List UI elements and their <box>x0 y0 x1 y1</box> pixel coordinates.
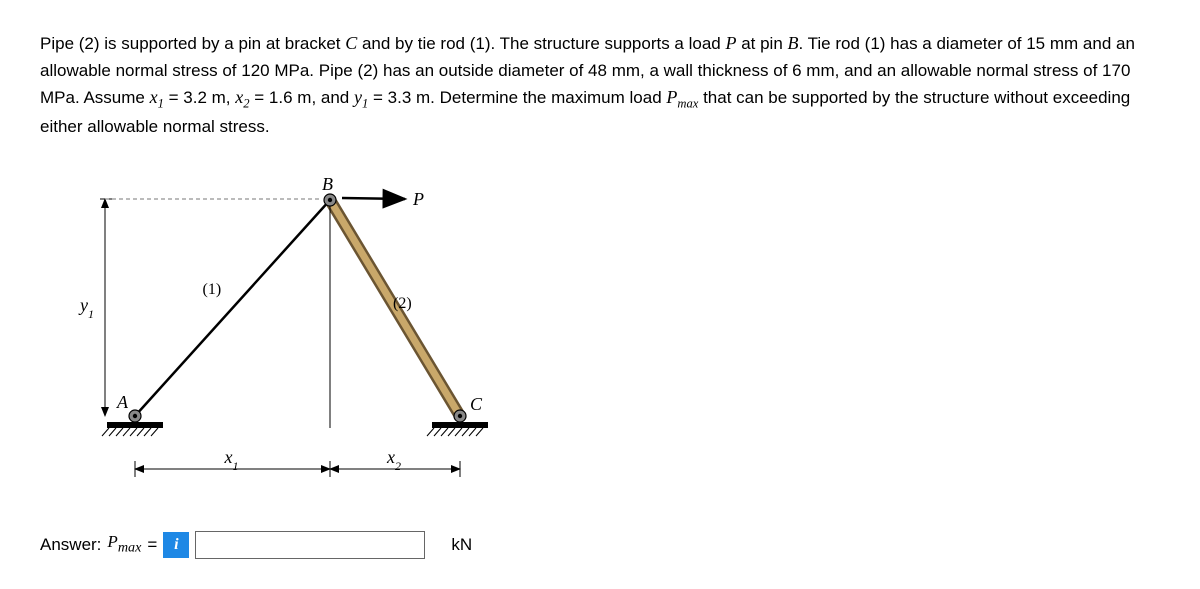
answer-eq: = <box>147 535 157 555</box>
var-Pmax: Pmax <box>666 87 698 107</box>
svg-text:(2): (2) <box>393 295 412 312</box>
text: Pipe (2) is supported by a pin at bracke… <box>40 34 345 53</box>
answer-unit: kN <box>451 535 472 555</box>
figure: y1BP(1)(2)ACx1x2 <box>40 171 520 511</box>
answer-input[interactable] <box>195 531 425 559</box>
svg-text:C: C <box>470 394 483 414</box>
answer-var: Pmax <box>107 532 141 556</box>
var-P: P <box>725 33 736 53</box>
svg-text:P: P <box>412 189 424 209</box>
var-x2: x2 <box>235 87 249 107</box>
text: = 1.6 m, and <box>250 88 354 107</box>
text: at pin <box>736 34 787 53</box>
var-C: C <box>345 33 357 53</box>
info-button[interactable]: i <box>163 532 189 558</box>
svg-text:A: A <box>116 392 129 412</box>
text: and by tie rod (1). The structure suppor… <box>357 34 725 53</box>
svg-text:B: B <box>322 174 333 194</box>
problem-statement: Pipe (2) is supported by a pin at bracke… <box>40 30 1160 141</box>
text: = 3.3 m. Determine the maximum load <box>368 88 666 107</box>
var-B: B <box>788 33 799 53</box>
svg-text:y1: y1 <box>78 295 94 321</box>
svg-text:(1): (1) <box>203 281 222 298</box>
var-x1: x1 <box>150 87 164 107</box>
text: = 3.2 m, <box>164 88 235 107</box>
answer-row: Answer: Pmax = i kN <box>40 531 1160 559</box>
var-y1: y1 <box>354 87 368 107</box>
answer-prefix: Answer: <box>40 535 101 555</box>
